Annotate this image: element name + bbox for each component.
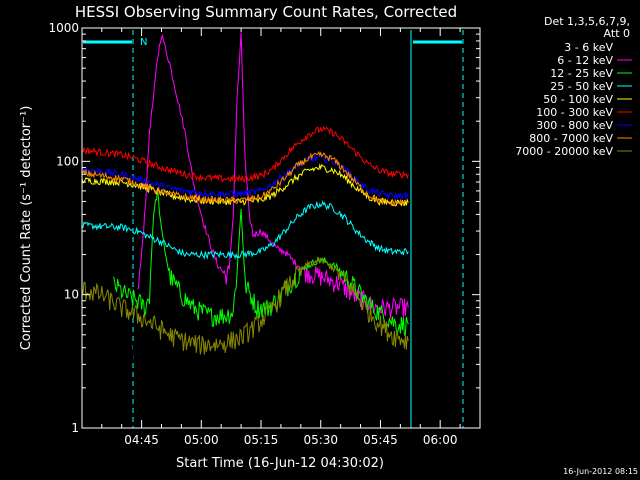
chart-title: HESSI Observing Summary Count Rates, Cor… [75,3,457,21]
segment-markers: N [83,30,464,428]
x-tick-label: 05:45 [363,433,398,447]
legend-header-line-2: Att 0 [604,27,630,40]
legend-entry-label: 100 - 300 keV [536,106,613,119]
series-layer [81,32,409,414]
series-7000-20000-kev [81,256,409,355]
legend-entry-label: 3 - 6 keV [564,41,613,54]
legend-entry-label: 800 - 7000 keV [529,132,613,145]
series-800-7000-kev [81,150,409,207]
series-6-12-kev [137,32,409,319]
series-100-300-kev [81,125,409,184]
annotation-n: N [140,37,147,48]
generation-timestamp: 16-Jun-2012 08:15 [563,467,638,476]
series-25-50-kev [81,199,409,260]
y-tick-label: 1 [71,421,79,435]
y-tick-label: 100 [56,154,79,168]
x-tick-label: 06:00 [423,433,458,447]
legend-header-line-1: Det 1,3,5,6,7,9, [544,15,630,28]
y-tick-label: 1000 [48,21,79,35]
series-line [81,199,409,260]
series-line [81,256,409,355]
x-tick-label: 05:15 [244,433,279,447]
legend-entry-label: 50 - 100 keV [543,93,613,106]
x-axis-label: Start Time (16-Jun-12 04:30:02) [176,456,384,471]
ticks-layer: 1 10 100 1000 04:45 05:00 05:15 05:30 05:45 06:00 [48,21,480,447]
series-line [81,125,409,184]
series-12-25-kev [113,189,409,336]
series-line [81,150,409,207]
series-line [137,32,409,319]
x-tick-label: 05:00 [184,433,219,447]
x-tick-label: 05:30 [303,433,338,447]
legend-entry-label: 6 - 12 keV [557,54,613,67]
x-tick-label: 04:45 [124,433,159,447]
series-3-6-kev [81,91,409,414]
y-axis-label: Corrected Count Rate (s⁻¹ detector⁻¹) [19,106,34,351]
legend-entry-label: 7000 - 20000 keV [515,145,613,158]
legend-entry-label: 300 - 800 keV [536,119,613,132]
legend-entry-label: 12 - 25 keV [550,67,613,80]
series-line [81,91,409,414]
series-line [113,189,409,336]
legend-entry-label: 25 - 50 keV [550,80,613,93]
y-tick-label: 10 [64,288,79,302]
